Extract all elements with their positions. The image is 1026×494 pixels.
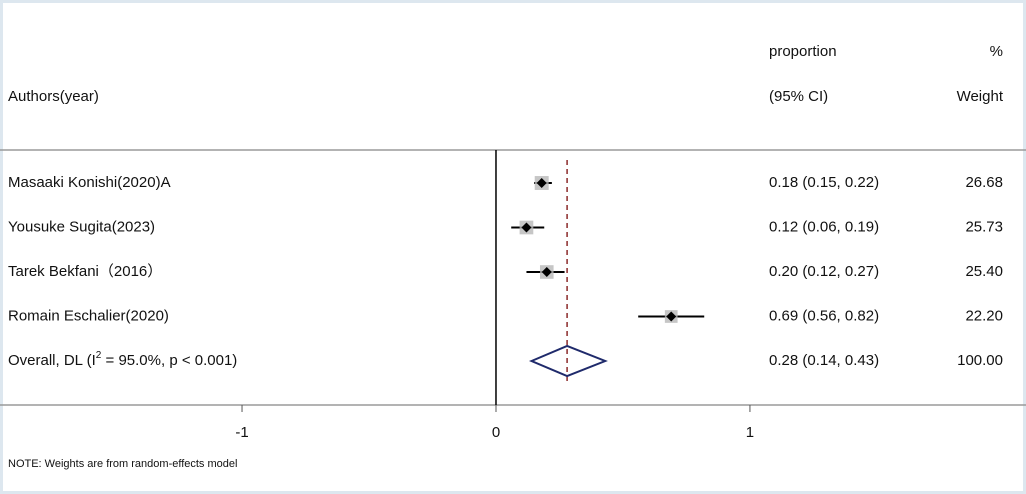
overall-name-part: = 95.0%, p < 0.001) <box>101 352 237 369</box>
weight-label: 25.73 <box>965 218 1003 235</box>
point-estimate <box>666 311 677 322</box>
study-name: Romain Eschalier(2020) <box>8 307 169 324</box>
overall-name: Overall, DL (I2 = 95.0%, p < 0.001) <box>8 350 237 369</box>
overall-name-part: Overall, DL (I <box>8 352 96 369</box>
study-name: Tarek Bekfani（2016） <box>8 263 162 280</box>
estimate-header: (95% CI) <box>769 88 828 105</box>
ci-label: 0.18 (0.15, 0.22) <box>769 174 879 191</box>
note: NOTE: Weights are from random-effects mo… <box>8 458 237 470</box>
weight-label: 26.68 <box>965 174 1003 191</box>
point-estimate <box>541 267 552 277</box>
point-estimate <box>536 178 547 188</box>
weight-label: 100.00 <box>957 352 1003 369</box>
ci-label: 0.28 (0.14, 0.43) <box>769 352 879 369</box>
weight-header: Weight <box>957 88 1004 105</box>
weight-label: 25.40 <box>965 263 1003 280</box>
ci-label: 0.20 (0.12, 0.27) <box>769 263 879 280</box>
author-header: Authors(year) <box>8 88 99 105</box>
study-name: Masaaki Konishi(2020)A <box>8 174 171 191</box>
x-tick-label: 0 <box>492 424 500 441</box>
overall-name-part: 2 <box>96 350 102 361</box>
point-estimate <box>521 222 532 233</box>
x-tick-label: -1 <box>235 424 248 441</box>
estimate-header: proportion <box>769 43 837 60</box>
study-name: Yousuke Sugita(2023) <box>8 218 155 235</box>
ci-label: 0.69 (0.56, 0.82) <box>769 307 879 324</box>
ci-label: 0.12 (0.06, 0.19) <box>769 218 879 235</box>
weight-header: % <box>990 43 1003 60</box>
weight-label: 22.20 <box>965 307 1003 324</box>
overall-diamond <box>528 344 608 378</box>
x-tick-label: 1 <box>746 424 754 441</box>
